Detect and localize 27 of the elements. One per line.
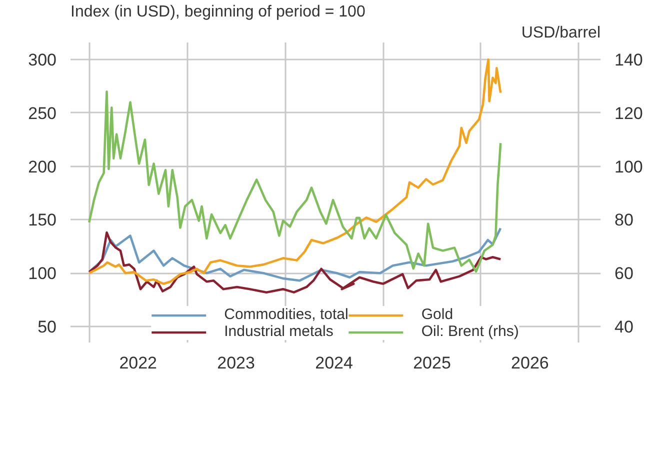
y2-tick-label: 140 — [614, 50, 643, 70]
x-tick-label: 2026 — [511, 354, 549, 372]
legend-label: Gold — [421, 306, 454, 323]
legend-label: Industrial metals — [224, 323, 334, 340]
y-tick-label: 150 — [28, 210, 57, 230]
y2-tick-label: 100 — [614, 157, 643, 176]
y-axis-title: Index (in USD), beginning of period = 100 — [70, 4, 366, 20]
y-tick-label: 50 — [38, 317, 57, 336]
line-series — [88, 227, 502, 282]
x-tick-label: 2024 — [315, 354, 353, 372]
y2-tick-label: 80 — [614, 210, 634, 230]
y-tick-label: 100 — [28, 264, 57, 284]
y-tick-label: 200 — [28, 157, 57, 176]
line-series — [88, 58, 502, 285]
legend-label: Commodities, total — [224, 306, 348, 323]
y2-tick-label: 120 — [614, 104, 643, 123]
x-tick-label: 2022 — [119, 354, 158, 372]
line-series — [88, 231, 502, 294]
y-tick-label: 250 — [28, 104, 57, 123]
line-series — [88, 90, 502, 273]
x-tick-label: 2025 — [413, 354, 451, 372]
y2-axis-title: USD/barrel — [521, 24, 601, 42]
legend-label: Oil: Brent (rhs) — [421, 323, 519, 340]
x-tick-label: 2023 — [217, 354, 255, 372]
y2-tick-label: 60 — [614, 264, 634, 284]
y-tick-label: 300 — [28, 50, 57, 70]
y2-tick-label: 40 — [614, 317, 634, 336]
